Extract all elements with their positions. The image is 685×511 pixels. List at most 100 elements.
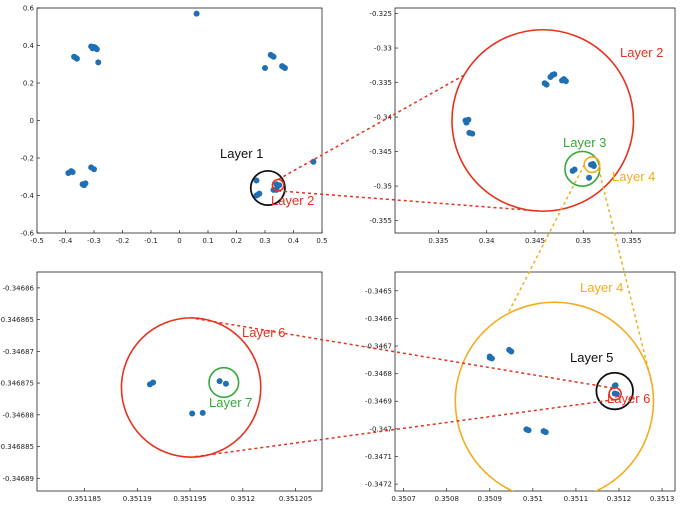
x-tick-label: 0.351185 — [68, 495, 101, 503]
x-tick-label: 0.351205 — [279, 495, 312, 503]
data-point — [199, 409, 206, 416]
x-tick-label: 0.3512 — [231, 495, 256, 503]
data-point — [93, 46, 100, 53]
y-tick-label: -0.33 — [374, 45, 392, 53]
y-tick-label: -0.346885 — [0, 443, 34, 451]
data-point — [254, 191, 261, 198]
x-tick-label: 0.2 — [231, 237, 242, 245]
plot-panel-overview: -0.5 -0.4 -0.3 -0.2 -0.1 0 0.1 0.2 0.3 0.4 0.5 0.6 0… — [20, 5, 327, 246]
data-point — [310, 158, 317, 165]
x-tick-label: 0.335 — [428, 237, 448, 245]
data-point — [586, 174, 593, 181]
x-tick-label: 0.3507 — [391, 495, 416, 503]
y-tick-label: -0.4 — [20, 192, 34, 200]
zoom-connector-line — [278, 190, 543, 213]
y-tick-label: -0.3465 — [365, 287, 392, 295]
layer-circle — [208, 366, 240, 399]
x-tick-label: 0.5 — [316, 237, 327, 245]
layer-labels: Layer 1 Layer 2 Layer 2 Layer 3 Layer 4 … — [209, 45, 663, 410]
layer-label: Layer 6 — [242, 325, 285, 340]
x-tick-label: 0.3 — [259, 237, 270, 245]
layer-label: Layer 7 — [209, 395, 252, 410]
y-tick-label: -0.347 — [369, 425, 392, 433]
y-tick-label: 0.6 — [23, 5, 35, 13]
data-point — [280, 64, 287, 71]
x-tick-label: 0.4 — [288, 237, 300, 245]
y-tick-label: -0.34 — [374, 114, 393, 122]
layer-circle — [564, 150, 601, 187]
data-point — [463, 119, 470, 126]
x-tick-label: 0 — [177, 237, 181, 245]
x-tick-label: 0.35119 — [123, 495, 152, 503]
layer-label: Layer 6 — [607, 391, 650, 406]
data-point — [81, 182, 88, 189]
data-point — [488, 355, 495, 362]
plot-panel-layer-6-7: 0.351185 0.35119 0.351195 0.3512 0.351205 -0.… — [0, 271, 323, 503]
zoom-connector-line — [507, 164, 585, 315]
data-point — [146, 381, 153, 388]
layer-circle — [595, 371, 634, 411]
data-point — [589, 160, 596, 167]
y-tick-label: -0.3466 — [365, 315, 393, 323]
zoom-connector-line — [597, 168, 653, 385]
plot-panel-layer-4-6: 0.3507 0.3508 0.3509 0.351 0.3511 0.3512 0.351… — [365, 271, 676, 503]
data-point — [543, 81, 550, 88]
y-tick-label: -0.6 — [20, 230, 34, 238]
layer-label: Layer 5 — [570, 350, 613, 365]
x-tick-label: 0.351 — [523, 495, 543, 503]
data-point — [91, 166, 97, 173]
x-tick-label: 0.3508 — [434, 495, 459, 503]
layer-label: Layer 4 — [612, 169, 655, 184]
data-point — [193, 10, 200, 17]
zoom-connectors — [190, 74, 653, 458]
data-point — [95, 59, 102, 66]
y-tick-label: -0.355 — [369, 217, 392, 225]
data-point — [542, 429, 549, 436]
layer-label: Layer 2 — [271, 193, 314, 208]
x-tick-label: 0.34 — [479, 237, 495, 245]
x-tick-label: -0.3 — [87, 237, 101, 245]
layer-label: Layer 1 — [220, 146, 263, 161]
data-point — [72, 54, 79, 61]
data-point — [547, 74, 554, 81]
x-tick-label: 0.345 — [525, 237, 545, 245]
x-tick-label: 0.1 — [202, 237, 213, 245]
data-point — [508, 348, 515, 355]
data-point — [569, 167, 576, 174]
y-tick-label: -0.3472 — [365, 481, 392, 489]
y-tick-label: -0.35 — [374, 183, 392, 191]
y-tick-label: -0.346865 — [0, 316, 34, 324]
data-point — [253, 177, 260, 184]
y-tick-label: -0.345 — [369, 148, 392, 156]
data-point — [525, 427, 532, 434]
data-point — [469, 130, 476, 137]
data-point — [276, 182, 283, 189]
y-tick-label: -0.34686 — [3, 284, 35, 292]
y-tick-label: -0.2 — [20, 155, 34, 163]
data-point — [612, 382, 619, 389]
x-tick-label: 0.35 — [575, 237, 591, 245]
x-tick-label: -0.1 — [144, 237, 158, 245]
y-tick-label: -0.325 — [369, 10, 392, 18]
y-tick-label: -0.3467 — [365, 343, 392, 351]
x-tick-label: 0.3513 — [650, 495, 675, 503]
y-tick-label: -0.3468 — [365, 370, 392, 378]
x-tick-label: 0.355 — [622, 237, 642, 245]
x-tick-label: 0.351195 — [173, 495, 206, 503]
data-point — [222, 380, 229, 387]
layer-circle — [249, 169, 286, 206]
zoom-connector-line — [190, 317, 614, 389]
data-point — [216, 378, 223, 385]
plot-frame — [394, 271, 676, 492]
y-tick-label: -0.3471 — [365, 453, 392, 461]
layer-label: Layer 3 — [563, 135, 606, 150]
layer-circle — [451, 28, 635, 213]
y-tick-label: -0.346875 — [0, 380, 34, 388]
data-point — [559, 77, 566, 84]
layer-label: Layer 2 — [620, 45, 663, 60]
x-tick-label: -0.2 — [116, 237, 130, 245]
plot-frame — [36, 271, 323, 492]
x-tick-label: 0.3512 — [607, 495, 632, 503]
y-tick-label: -0.335 — [369, 79, 392, 87]
